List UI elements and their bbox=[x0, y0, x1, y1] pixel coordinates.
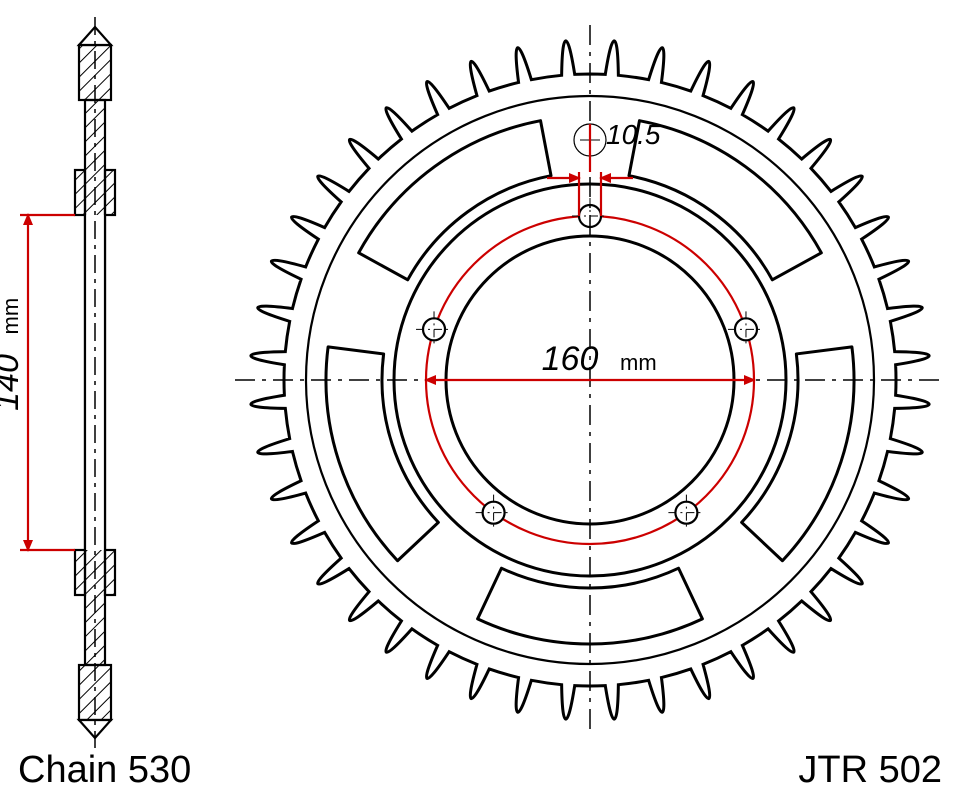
dim-160-unit: mm bbox=[620, 350, 657, 375]
dim-140-unit: mm bbox=[0, 298, 23, 335]
label-chain: Chain 530 bbox=[18, 749, 191, 791]
dim-bolt-value: 10.5 bbox=[606, 119, 661, 150]
dim-140-value: 140 bbox=[0, 354, 26, 411]
dim-160-value: 160 bbox=[542, 340, 599, 378]
label-partno: JTR 502 bbox=[798, 749, 942, 791]
